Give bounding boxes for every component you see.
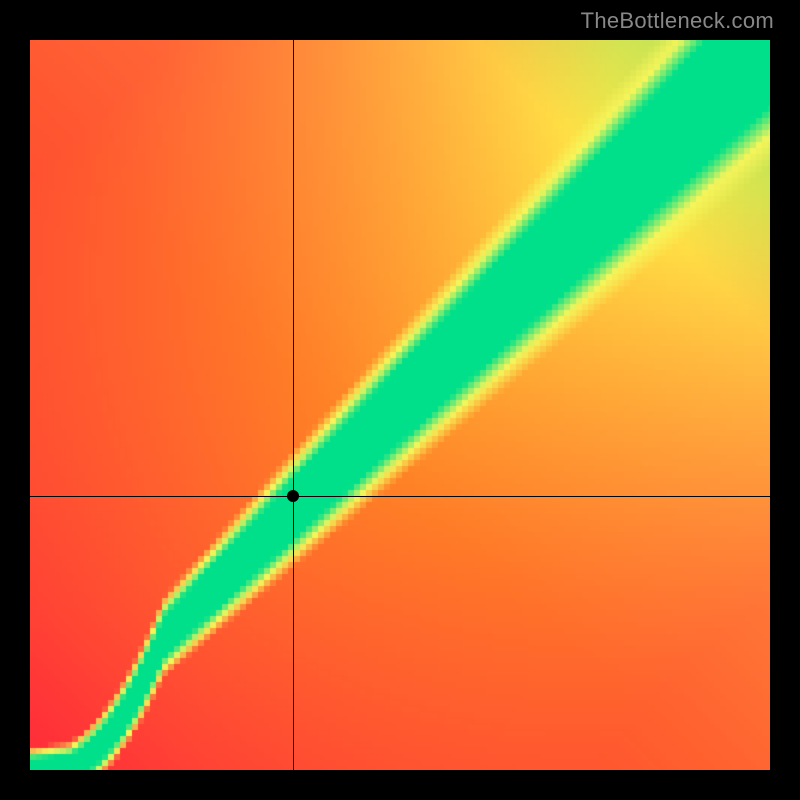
crosshair-marker xyxy=(287,490,299,502)
plot-area xyxy=(30,40,770,770)
crosshair-horizontal xyxy=(30,496,770,497)
watermark-text: TheBottleneck.com xyxy=(581,8,774,34)
crosshair-vertical xyxy=(293,40,294,770)
heatmap-canvas xyxy=(30,40,770,770)
